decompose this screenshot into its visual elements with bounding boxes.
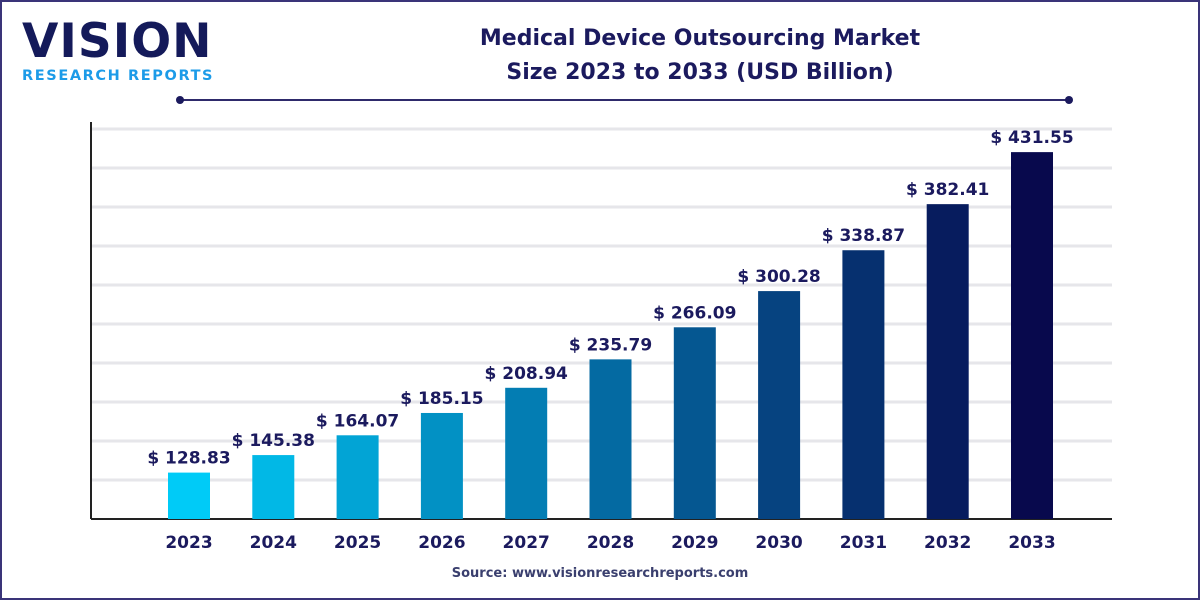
bar-2027 — [505, 387, 548, 519]
data-label-2029: $ 266.09 — [653, 303, 736, 323]
logo: VISION RESEARCH REPORTS — [22, 14, 215, 85]
bar-2032 — [926, 204, 969, 519]
data-label-2031: $ 338.87 — [822, 226, 905, 246]
x-tick-2023: 2023 — [165, 533, 212, 553]
data-label-2028: $ 235.79 — [569, 335, 652, 355]
data-label-2023: $ 128.83 — [147, 449, 230, 469]
x-tick-2028: 2028 — [587, 533, 634, 553]
chart-title-line-2: Size 2023 to 2033 (USD Billion) — [506, 60, 894, 85]
bar-2030 — [758, 291, 801, 519]
chart-title-line-1: Medical Device Outsourcing Market — [479, 26, 921, 51]
data-label-2024: $ 145.38 — [232, 431, 315, 451]
divider-dot-right — [1065, 96, 1073, 104]
x-tick-2030: 2030 — [755, 533, 802, 553]
logo-subtitle: RESEARCH REPORTS — [22, 68, 215, 84]
source-note: Source: www.visionresearchreports.com — [451, 566, 749, 581]
data-label-2027: $ 208.94 — [485, 364, 569, 384]
logo-wordmark: VISION — [22, 14, 213, 69]
bar-2029 — [673, 327, 716, 519]
bar-2031 — [842, 250, 885, 519]
x-tick-2032: 2032 — [924, 533, 971, 553]
data-label-2030: $ 300.28 — [737, 267, 820, 287]
x-tick-2031: 2031 — [840, 533, 887, 553]
data-label-2032: $ 382.41 — [906, 180, 989, 200]
x-tick-2029: 2029 — [671, 533, 718, 553]
x-tick-2033: 2033 — [1008, 533, 1055, 553]
x-tick-2027: 2027 — [503, 533, 550, 553]
bar-2026 — [420, 412, 463, 519]
bar-2025 — [336, 435, 379, 519]
bar-2023 — [168, 472, 210, 519]
bar-2028 — [589, 359, 632, 519]
x-tick-2025: 2025 — [334, 533, 381, 553]
data-label-2033: $ 431.55 — [990, 128, 1073, 148]
x-tick-2026: 2026 — [418, 533, 465, 553]
bar-2033 — [1011, 152, 1053, 519]
x-tick-2024: 2024 — [250, 533, 297, 553]
data-label-2026: $ 185.15 — [400, 389, 483, 409]
divider-dot-left — [176, 96, 184, 104]
chart-title: Medical Device Outsourcing Market Size 2… — [380, 22, 1020, 90]
data-label-2025: $ 164.07 — [316, 411, 399, 431]
bar-2024 — [252, 455, 295, 519]
